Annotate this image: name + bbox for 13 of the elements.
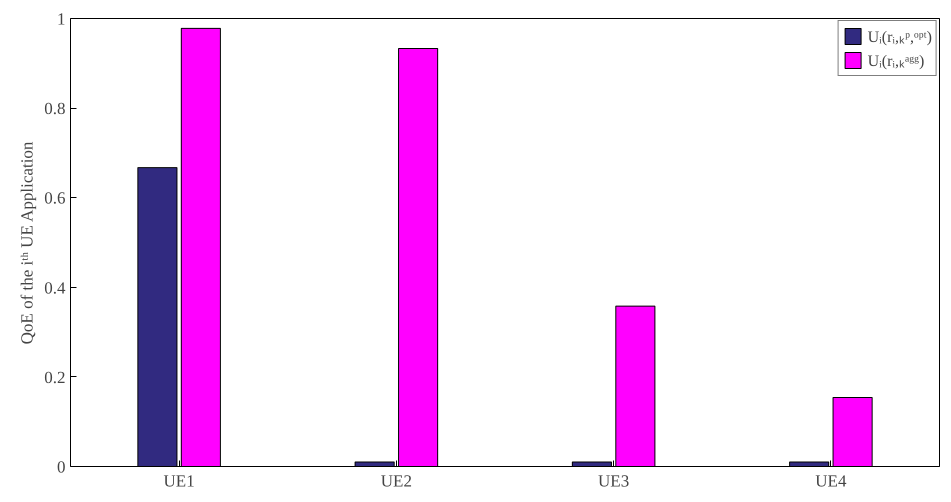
x-tick-label: UE3 [598, 472, 630, 490]
y-tick-label: 1 [57, 10, 66, 28]
x-tick-label: UE4 [815, 472, 847, 490]
y-tick-label: 0 [57, 458, 66, 476]
x-tick-label: UE2 [380, 472, 412, 490]
legend-label: Uᵢ(rᵢ,ₖᵃᵍᵍ) [868, 52, 924, 71]
x-tick-label: UE1 [164, 472, 195, 490]
y-tick-label: 0.6 [44, 188, 66, 208]
legend-label: Uᵢ(rᵢ,ₖᵖ,ᵒᵖᵗ) [868, 28, 932, 47]
y-tick-label: 0.4 [44, 278, 66, 298]
y-axis-title: QoE of the iᵗʰ UE Application [17, 141, 36, 344]
y-tick-label: 0.2 [44, 368, 66, 387]
y-tick-label: 0.8 [44, 99, 66, 118]
